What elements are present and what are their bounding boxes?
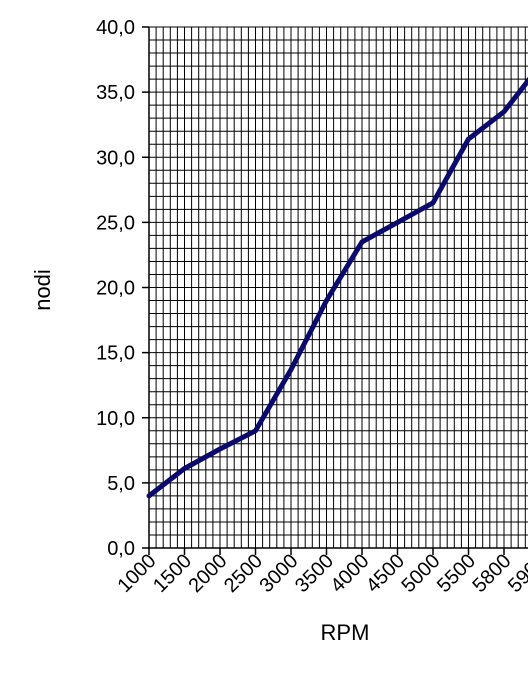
- x-tick-label: 4500: [362, 550, 409, 597]
- y-tick-label: 25,0: [96, 212, 135, 234]
- x-tick-labels: 1000150020002500300035004000450050005500…: [114, 550, 528, 597]
- y-tick-label: 35,0: [96, 82, 135, 104]
- x-tick-label: 5000: [398, 550, 445, 597]
- chart-grid: [148, 26, 528, 549]
- y-tick-label: 10,0: [96, 408, 135, 430]
- chart-axes: [142, 26, 528, 555]
- y-tick-label: 0,0: [107, 538, 135, 560]
- x-tick-label: 5500: [433, 550, 480, 597]
- x-tick-label: 2000: [185, 550, 232, 597]
- x-tick-label: 3500: [291, 550, 338, 597]
- y-tick-label: 30,0: [96, 147, 135, 169]
- x-tick-label: 4000: [327, 550, 374, 597]
- y-tick-labels: 0,0 5,0 10,0 15,0 20,0 25,0 30,0 35,0 40,0: [96, 17, 135, 560]
- y-axis-title: nodi: [30, 269, 55, 311]
- x-tick-label: 3000: [256, 550, 303, 597]
- x-tick-label: 1500: [149, 550, 196, 597]
- x-tick-label: 5800: [469, 550, 516, 597]
- chart-series: [146, 76, 528, 499]
- y-tick-label: 15,0: [96, 343, 135, 365]
- y-tick-label: 5,0: [107, 473, 135, 495]
- x-tick-label: 5900: [504, 550, 528, 597]
- y-tick-label: 40,0: [96, 17, 135, 39]
- y-tick-label: 20,0: [96, 278, 135, 300]
- x-axis-title: RPM: [321, 620, 370, 645]
- series-line: [146, 76, 528, 499]
- x-tick-label: 2500: [220, 550, 267, 597]
